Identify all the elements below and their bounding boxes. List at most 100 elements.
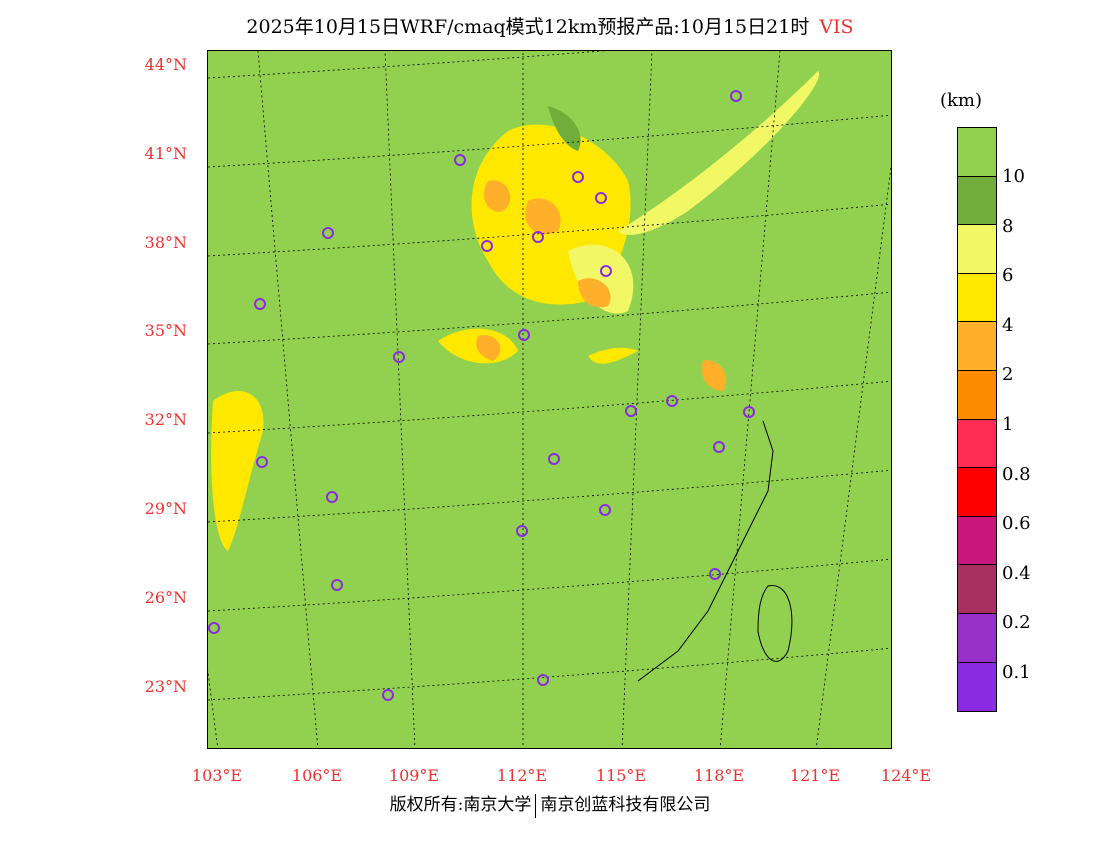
city-marker [382,689,394,701]
latitude-line [208,380,891,434]
colorbar-label: 0.1 [1002,662,1031,683]
haze-area [588,347,638,364]
colorbar-label: 0.4 [1002,562,1031,584]
lat-label: 32°N [144,410,187,429]
longitude-line [815,164,891,748]
colorbar-band [958,322,996,371]
map-svg [208,51,891,748]
lat-label: 44°N [144,55,187,74]
colorbar-band [958,468,996,517]
lon-label: 106°E [291,766,343,785]
map-title: 2025年10月15日WRF/cmaq模式12km预报产品:10月15日21时 V… [0,12,1100,39]
colorbar-label: 10 [1002,166,1025,187]
city-marker [713,441,725,453]
latitude-line [208,203,891,257]
colorbar-label: 6 [1002,265,1014,287]
lat-label: 29°N [144,499,187,518]
lat-label: 26°N [144,588,187,607]
city-marker [548,453,560,465]
city-marker [322,227,334,239]
haze-core [578,278,611,308]
visibility-8km-area [548,106,581,151]
colorbar-label: 4 [1002,314,1014,336]
colorbar-band [958,516,996,566]
colorbar-band [958,565,996,614]
coastline [637,420,774,682]
visibility-map [207,50,892,749]
city-marker [518,329,530,341]
colorbar-band [958,273,996,323]
graticule [208,51,891,748]
colorbar-band [958,662,996,712]
haze-core [525,198,561,235]
colorbar-band [958,613,996,663]
colorbar-band [958,370,996,420]
copyright-right: 南京创蓝科技有限公司 [540,795,711,815]
haze-core [476,335,501,361]
colorbar-label: 2 [1002,364,1014,386]
lon-label: 124°E [880,766,932,785]
colorbar-label: 0.2 [1002,612,1031,634]
latitude-line [208,469,891,523]
latitude-line [208,114,891,168]
colorbar-band [958,225,996,274]
lat-label: 35°N [144,321,187,340]
footer-divider [535,793,537,818]
city-marker [532,231,544,243]
haze-band-northeast [618,71,820,235]
city-markers [208,90,755,701]
colorbar-band [958,419,996,469]
colorbar-label: 0.8 [1002,463,1031,485]
longitude-line [384,51,416,748]
city-marker [537,674,549,686]
haze-core [701,360,727,391]
low-visibility-areas [211,71,820,551]
haze-core [483,180,511,212]
lon-label: 109°E [388,766,440,785]
city-marker [595,192,607,204]
city-marker [600,265,612,277]
city-marker [516,525,528,537]
colorbar-label: 1 [1002,414,1014,435]
variable-label: VIS [819,16,854,38]
colorbar [957,127,997,713]
city-marker [393,351,405,363]
city-marker [666,395,678,407]
title-text: 2025年10月15日WRF/cmaq模式12km预报产品:10月15日21时 [246,16,810,38]
latitude-line [208,558,891,612]
city-marker [599,504,611,516]
city-marker [454,154,466,166]
lon-label: 115°E [595,766,647,785]
city-marker [709,568,721,580]
latitude-line [208,51,607,79]
city-marker [730,90,742,102]
haze-area [568,244,634,314]
longitude-line [621,51,653,748]
lon-label: 112°E [496,766,548,785]
city-marker [254,298,266,310]
latitude-line [208,291,891,345]
longitude-line [719,51,781,748]
legend-unit: (km) [940,90,983,111]
city-marker [326,491,338,503]
haze-area-west [211,391,264,551]
city-marker [208,622,220,634]
lat-label: 38°N [144,233,187,252]
colorbar-band [958,128,996,177]
lon-label: 121°E [789,766,841,785]
colorbar-band [958,176,996,226]
copyright-footer: 版权所有:南京大学 南京创蓝科技有限公司 [0,790,1100,818]
colorbar-label: 8 [1002,215,1014,237]
lat-label: 41°N [144,144,187,163]
city-marker [743,406,755,418]
city-marker [481,240,493,252]
city-marker [256,456,268,468]
copyright-left: 版权所有:南京大学 [389,795,532,815]
taiwan-outline [757,585,793,662]
lon-label: 103°E [191,766,243,785]
city-marker [572,171,584,183]
longitude-line [257,51,319,748]
lon-label: 118°E [693,766,745,785]
lat-label: 23°N [144,677,187,696]
latitude-line [208,647,891,701]
